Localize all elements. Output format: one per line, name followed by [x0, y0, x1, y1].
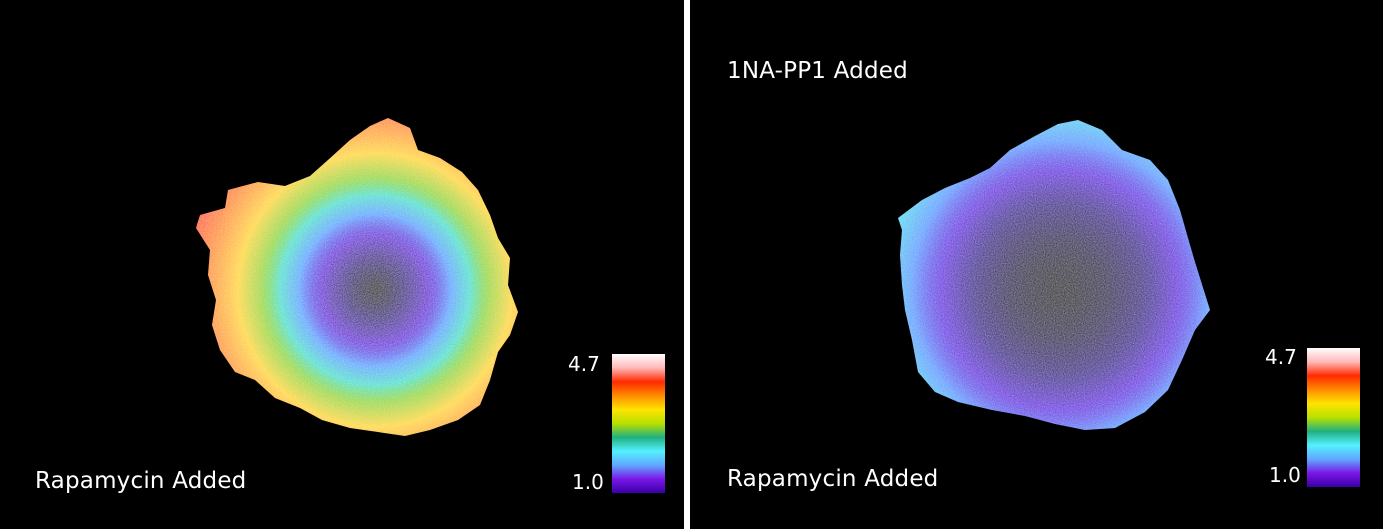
colorbar: [612, 354, 665, 493]
colorbar-min-label: 1.0: [572, 470, 604, 494]
treatment-label-1: 1NA-PP1 Added: [727, 58, 908, 84]
cell-image-rapamycin: [196, 118, 518, 436]
cell-body-right: [898, 120, 1210, 430]
colorbar-max-label: 4.7: [568, 352, 600, 376]
cell-image-1na-pp1: [898, 120, 1210, 430]
treatment-label-2: Rapamycin Added: [727, 466, 939, 492]
treatment-label: Rapamycin Added: [35, 468, 247, 494]
colorbar: [1307, 348, 1360, 487]
colorbar-max-label: 4.7: [1265, 345, 1297, 369]
cell-body-left: [196, 118, 518, 436]
image-panel-right: 1NA-PP1 Added Rapamycin Added 4.7 1.0: [690, 0, 1383, 529]
image-panel-left: Rapamycin Added 4.7 1.0: [0, 0, 684, 529]
colorbar-min-label: 1.0: [1269, 463, 1301, 487]
